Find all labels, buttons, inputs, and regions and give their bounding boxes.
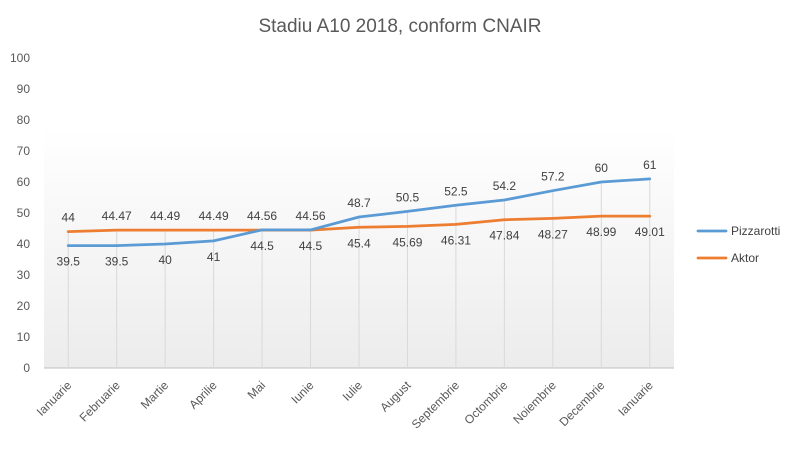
y-tick-label: 50 bbox=[17, 206, 31, 220]
data-label-aktor: 44.5 bbox=[250, 239, 274, 253]
chart-title: Stadiu A10 2018, conform CNAIR bbox=[258, 16, 541, 37]
y-tick-label: 0 bbox=[23, 361, 30, 375]
y-tick-label: 100 bbox=[10, 51, 30, 65]
data-label-pizzarotti: 57.2 bbox=[541, 170, 565, 184]
x-tick-label: Februarie bbox=[77, 378, 123, 424]
data-label-aktor: 47.84 bbox=[489, 229, 519, 243]
y-tick-label: 20 bbox=[17, 299, 31, 313]
legend-label-pizzarotti: Pizzarotti bbox=[731, 224, 780, 238]
drop-lines bbox=[67, 178, 651, 368]
data-label-pizzarotti: 44.56 bbox=[247, 209, 277, 223]
data-label-aktor: 44.47 bbox=[102, 209, 132, 223]
data-labels: 39.5 44 39.5 44.47 40 44.49 41 44.49 44.56 44.5 44… bbox=[57, 158, 666, 269]
data-label-pizzarotti: 39.5 bbox=[57, 255, 81, 269]
data-label-aktor: 45.4 bbox=[347, 236, 371, 250]
x-tick-label: August bbox=[377, 378, 414, 415]
data-label-aktor: 44.49 bbox=[150, 209, 180, 223]
data-label-aktor: 48.99 bbox=[586, 225, 616, 239]
data-label-pizzarotti: 41 bbox=[207, 250, 221, 264]
y-tick-label: 70 bbox=[17, 144, 31, 158]
data-label-pizzarotti: 39.5 bbox=[105, 255, 129, 269]
x-tick-label: Martie bbox=[138, 378, 172, 412]
series-line-aktor bbox=[66, 214, 652, 233]
data-label-aktor: 48.27 bbox=[538, 227, 568, 241]
data-label-pizzarotti: 54.2 bbox=[493, 179, 517, 193]
y-tick-label: 10 bbox=[17, 330, 31, 344]
y-tick-label: 90 bbox=[17, 82, 31, 96]
x-axis: Ianuarie Februarie Martie Aprilie Mai Iunie Iu… bbox=[34, 367, 674, 432]
x-tick-label: Iunie bbox=[288, 378, 317, 407]
data-label-aktor: 44.49 bbox=[199, 209, 229, 223]
data-label-pizzarotti: 40 bbox=[158, 253, 172, 267]
x-tick-label: Noiembrie bbox=[510, 378, 559, 427]
data-label-aktor: 45.69 bbox=[392, 235, 422, 249]
y-axis: 0 10 20 30 40 50 60 70 80 90 100 bbox=[10, 51, 30, 375]
data-label-aktor: 44 bbox=[62, 211, 76, 225]
x-tick-label: Ianuarie bbox=[615, 378, 656, 419]
x-tick-label: Septembrie bbox=[409, 378, 463, 432]
x-tick-label: Ianuarie bbox=[34, 378, 75, 419]
x-tick-label: Aprilie bbox=[186, 378, 220, 412]
data-label-aktor: 46.31 bbox=[441, 233, 471, 247]
y-tick-label: 60 bbox=[17, 175, 31, 189]
x-tick-label: Iulie bbox=[340, 378, 366, 404]
legend: Pizzarotti Aktor bbox=[696, 224, 780, 265]
x-tick-label: Octombrie bbox=[461, 378, 510, 427]
y-tick-label: 40 bbox=[17, 237, 31, 251]
data-label-pizzarotti: 44.56 bbox=[296, 209, 326, 223]
y-tick-label: 30 bbox=[17, 268, 31, 282]
data-label-pizzarotti: 52.5 bbox=[444, 184, 468, 198]
data-label-pizzarotti: 61 bbox=[643, 158, 657, 172]
x-tick-label: Mai bbox=[245, 378, 269, 402]
series-line-pizzarotti bbox=[66, 177, 652, 247]
legend-label-aktor: Aktor bbox=[731, 251, 759, 265]
data-label-aktor: 44.5 bbox=[299, 239, 323, 253]
data-label-pizzarotti: 48.7 bbox=[347, 196, 371, 210]
data-label-pizzarotti: 60 bbox=[595, 161, 609, 175]
x-tick-label: Decembrie bbox=[556, 378, 607, 429]
y-tick-label: 80 bbox=[17, 113, 31, 127]
data-label-aktor: 49.01 bbox=[635, 225, 665, 239]
series-lines bbox=[66, 177, 652, 247]
data-label-pizzarotti: 50.5 bbox=[396, 190, 420, 204]
